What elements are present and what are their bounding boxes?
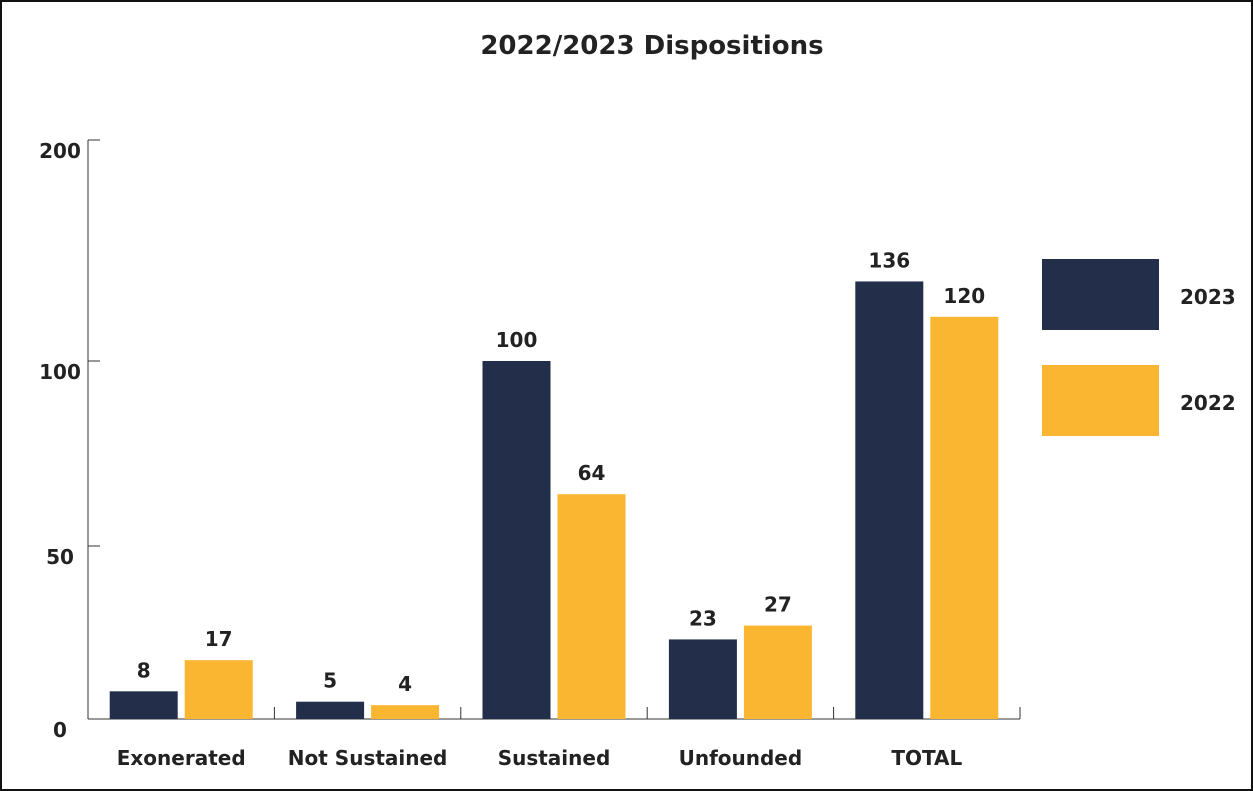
x-category-label: Not Sustained bbox=[288, 746, 448, 770]
y-tick-label: 200 bbox=[39, 139, 81, 163]
data-label: 64 bbox=[578, 461, 606, 485]
chart-legend: 2023 2022 bbox=[1042, 259, 1236, 436]
chart-axes: 0 50 100 200 Exonerated Not Sustained Sustaine… bbox=[39, 139, 1021, 770]
chart-title: 2022/2023 Dispositions bbox=[480, 31, 823, 61]
y-tick-label: 100 bbox=[39, 360, 81, 384]
legend-swatch-2022 bbox=[1042, 365, 1159, 436]
bar-2022-sustained bbox=[557, 494, 626, 719]
y-tick-label: 50 bbox=[46, 545, 74, 569]
bar-2022-not-sustained bbox=[371, 705, 440, 719]
data-label: 136 bbox=[868, 248, 910, 272]
bar-2022-total bbox=[930, 316, 999, 719]
bar-2023-exonerated bbox=[109, 691, 178, 719]
x-category-label: Exonerated bbox=[117, 746, 246, 770]
legend-label-2022: 2022 bbox=[1180, 391, 1236, 415]
y-tick-label: 0 bbox=[53, 718, 67, 742]
data-label: 8 bbox=[137, 658, 151, 682]
bar-2023-total bbox=[855, 281, 924, 719]
data-label: 17 bbox=[205, 627, 233, 651]
data-label: 23 bbox=[689, 606, 717, 630]
bar-2022-unfounded bbox=[743, 625, 812, 719]
bar-2023-unfounded bbox=[668, 639, 737, 719]
bar-2022-exonerated bbox=[184, 660, 253, 719]
legend-swatch-2023 bbox=[1042, 259, 1159, 330]
bar-2023-not-sustained bbox=[296, 701, 365, 719]
legend-label-2023: 2023 bbox=[1180, 285, 1236, 309]
chart-bars: 8 17 5 4 100 64 23 27 136 120 bbox=[109, 248, 999, 719]
x-category-label: Unfounded bbox=[679, 746, 803, 770]
bar-2023-sustained bbox=[482, 361, 551, 719]
x-category-label: TOTAL bbox=[891, 746, 962, 770]
data-label: 27 bbox=[764, 593, 792, 617]
data-label: 5 bbox=[323, 669, 337, 693]
x-category-label: Sustained bbox=[498, 746, 611, 770]
data-label: 4 bbox=[398, 672, 412, 696]
data-label: 120 bbox=[943, 284, 985, 308]
data-label: 100 bbox=[496, 328, 538, 352]
